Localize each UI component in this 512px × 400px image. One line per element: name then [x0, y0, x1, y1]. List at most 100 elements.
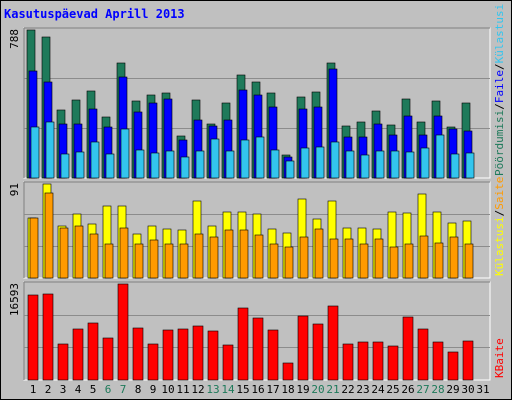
day-label: 26: [401, 383, 414, 396]
bar-visits-saite-day-22: [344, 238, 354, 279]
bar-requests-külastusi-day-15: [240, 139, 250, 179]
bar-visits-saite-day-25: [389, 246, 399, 279]
bar-visits-saite-day-4: [74, 225, 84, 279]
bar-requests-külastusi-day-8: [135, 149, 145, 179]
day-label: 25: [386, 383, 399, 396]
bar-visits-saite-day-3: [59, 227, 69, 279]
bar-kbytes-kbaite-day-25: [387, 345, 399, 381]
bar-kbytes-kbaite-day-6: [102, 337, 114, 381]
bar-visits-saite-day-27: [419, 235, 429, 279]
bar-kbytes-kbaite-day-27: [417, 328, 429, 381]
bar-requests-külastusi-day-22: [345, 150, 355, 179]
bar-kbytes-kbaite-day-26: [402, 316, 414, 381]
bar-visits-saite-day-21: [329, 238, 339, 279]
bar-kbytes-kbaite-day-8: [132, 327, 144, 381]
bar-requests-külastusi-day-10: [165, 150, 175, 179]
day-label: 6: [105, 383, 112, 396]
bar-visits-saite-day-16: [254, 234, 264, 279]
legend-item: KBaite: [493, 338, 506, 378]
bar-kbytes-kbaite-day-7: [117, 283, 129, 381]
bar-requests-külastusi-day-19: [300, 147, 310, 179]
bar-visits-saite-day-23: [359, 243, 369, 279]
bar-kbytes-kbaite-day-3: [57, 343, 69, 381]
day-label: 10: [161, 383, 174, 396]
bar-visits-saite-day-11: [179, 243, 189, 279]
bar-visits-saite-day-8: [134, 243, 144, 279]
day-label: 22: [341, 383, 354, 396]
bar-kbytes-kbaite-day-30: [462, 340, 474, 381]
bar-requests-külastusi-day-23: [360, 154, 370, 179]
bar-visits-saite-day-15: [239, 229, 249, 279]
day-label: 7: [120, 383, 127, 396]
bar-kbytes-kbaite-day-17: [267, 329, 279, 381]
day-label: 23: [356, 383, 369, 396]
bar-requests-külastusi-day-12: [195, 150, 205, 179]
bar-kbytes-kbaite-day-15: [237, 307, 249, 381]
day-label: 28: [431, 383, 444, 396]
bar-kbytes-kbaite-day-21: [327, 305, 339, 381]
bar-visits-saite-day-14: [224, 229, 234, 279]
day-label: 30: [461, 383, 474, 396]
day-label: 8: [135, 383, 142, 396]
day-label: 18: [281, 383, 294, 396]
day-label: 9: [150, 383, 157, 396]
bar-requests-külastusi-day-27: [420, 147, 430, 179]
day-label: 27: [416, 383, 429, 396]
legend-separator: /: [493, 210, 506, 217]
bar-visits-saite-day-17: [269, 243, 279, 279]
bar-visits-saite-day-2: [44, 192, 54, 279]
day-label: 20: [311, 383, 324, 396]
bar-kbytes-kbaite-day-9: [147, 343, 159, 381]
bar-kbytes-kbaite-day-20: [312, 323, 324, 381]
bar-requests-külastusi-day-11: [180, 156, 190, 179]
legend-item: Külastusi: [493, 216, 506, 276]
day-label: 12: [191, 383, 204, 396]
bar-kbytes-kbaite-day-19: [297, 315, 309, 381]
bar-kbytes-kbaite-day-18: [282, 362, 294, 381]
bar-kbytes-kbaite-day-13: [207, 330, 219, 381]
bar-requests-külastusi-day-29: [450, 153, 460, 179]
bar-kbytes-kbaite-day-29: [447, 351, 459, 381]
y-axis-max-label: 16593: [8, 283, 21, 316]
y-axis-max-label: 788: [8, 29, 21, 49]
bar-kbytes-kbaite-day-16: [252, 317, 264, 381]
bar-requests-külastusi-day-20: [315, 146, 325, 179]
day-label: 4: [75, 383, 82, 396]
day-label: 21: [326, 383, 339, 396]
day-label: 11: [176, 383, 189, 396]
day-label: 14: [221, 383, 235, 396]
bar-kbytes-kbaite-day-28: [432, 341, 444, 381]
day-label: 3: [60, 383, 67, 396]
bar-requests-külastusi-day-30: [465, 152, 475, 179]
legend-item: Faile: [493, 70, 506, 103]
bar-requests-külastusi-day-4: [75, 151, 85, 179]
bar-requests-külastusi-day-18: [285, 160, 295, 179]
bar-kbytes-kbaite-day-1: [27, 294, 39, 381]
y-axis-max-label: 91: [8, 183, 21, 196]
day-label: 16: [251, 383, 264, 396]
bar-visits-saite-day-24: [374, 238, 384, 279]
bar-visits-saite-day-29: [449, 236, 459, 279]
day-label: 17: [266, 383, 279, 396]
legend-item: Saite: [493, 177, 506, 210]
bar-visits-saite-day-26: [404, 243, 414, 279]
bar-requests-külastusi-day-9: [150, 152, 160, 179]
bar-requests-külastusi-day-13: [210, 138, 220, 179]
legend-panel-1: Pöördumisi/Faile/Külastusi: [493, 4, 506, 176]
bar-visits-saite-day-28: [434, 242, 444, 279]
bar-requests-külastusi-day-25: [390, 150, 400, 179]
bar-visits-saite-day-20: [314, 228, 324, 279]
bar-kbytes-kbaite-day-14: [222, 344, 234, 381]
bar-requests-külastusi-day-6: [105, 153, 115, 179]
bar-requests-külastusi-day-2: [45, 121, 55, 179]
bar-kbytes-kbaite-day-2: [42, 293, 54, 381]
day-label: 15: [236, 383, 249, 396]
bar-requests-külastusi-day-16: [255, 136, 265, 179]
day-label: 31: [476, 383, 489, 396]
legend-panel-2: Külastusi/Saite: [493, 177, 506, 276]
bar-kbytes-kbaite-day-23: [357, 341, 369, 381]
legend-item: Külastusi: [493, 4, 506, 64]
bar-visits-saite-day-9: [149, 239, 159, 279]
day-label: 19: [296, 383, 309, 396]
